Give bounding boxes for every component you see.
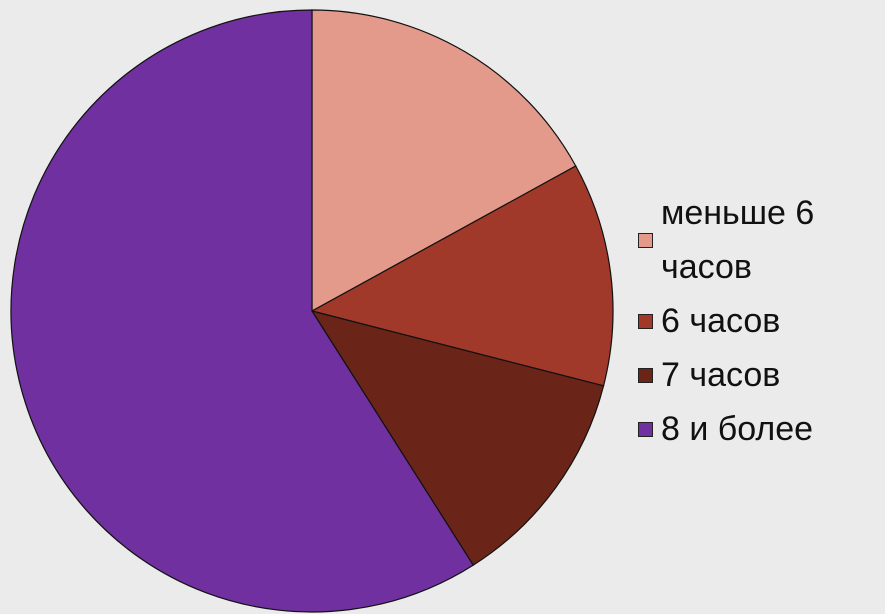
pie-slice (10, 9, 475, 613)
legend-swatch (638, 313, 653, 329)
legend-item: 8 и более (638, 402, 883, 456)
legend-label: 7 часов (661, 356, 781, 394)
legend-item: меньше 6 часов (638, 186, 883, 294)
legend-item: 7 часов (638, 348, 883, 402)
pie-slice (311, 9, 577, 313)
pie-slice (310, 310, 605, 566)
pie-slice (310, 165, 614, 387)
legend-item: 6 часов (638, 294, 883, 348)
legend-swatch (638, 367, 653, 383)
legend-label: 6 часов (661, 302, 781, 340)
legend-label: меньше 6 часов (661, 194, 815, 286)
legend-swatch (638, 421, 653, 437)
legend-swatch (638, 232, 653, 248)
legend: меньше 6 часов 6 часов 7 часов 8 и более (638, 186, 883, 456)
legend-label: 8 и более (661, 410, 814, 448)
